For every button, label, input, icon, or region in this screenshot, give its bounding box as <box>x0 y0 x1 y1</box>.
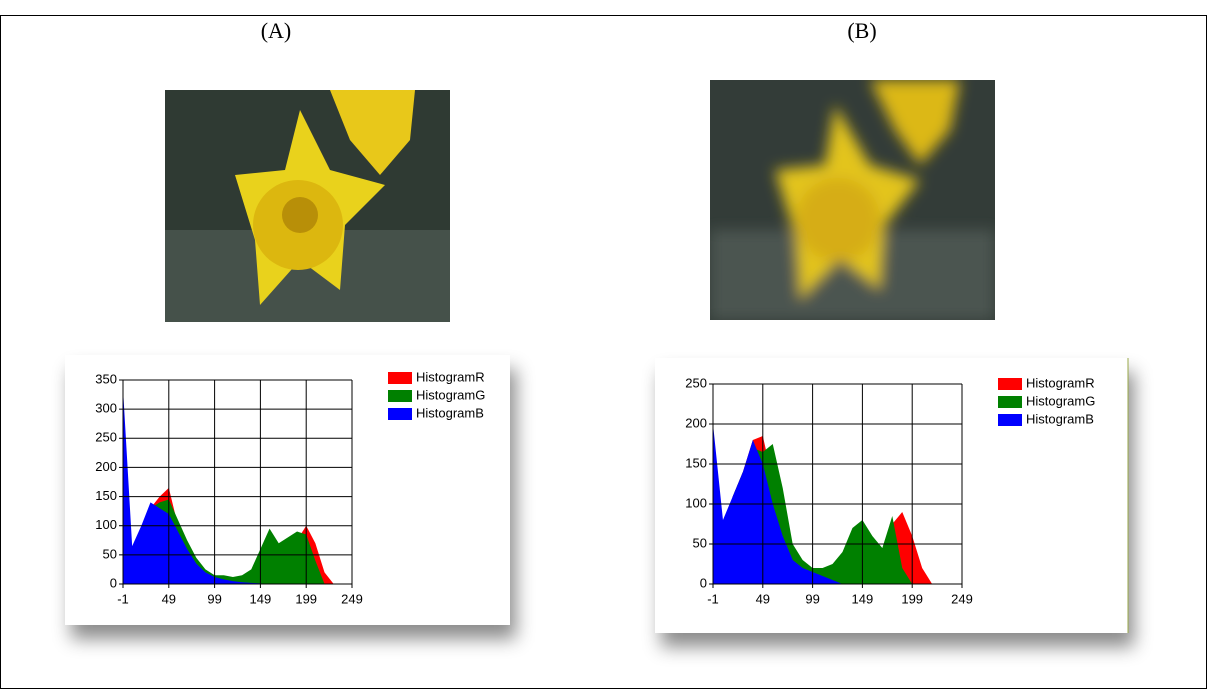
x-tick-label: 199 <box>295 591 317 606</box>
x-tick-label: 199 <box>901 591 923 606</box>
legend-label: HistogramG <box>416 387 485 402</box>
area <box>123 388 352 584</box>
y-tick-label: 250 <box>685 375 707 390</box>
y-tick-label: 50 <box>693 535 707 550</box>
x-tick-label: 49 <box>162 591 176 606</box>
y-tick-label: 100 <box>95 517 117 532</box>
legend-swatch <box>998 414 1022 426</box>
legend-swatch <box>388 372 412 384</box>
x-tick-label: 249 <box>341 591 363 606</box>
legend-swatch <box>388 390 412 402</box>
y-tick-label: 350 <box>95 371 117 386</box>
x-tick-label: -1 <box>707 591 719 606</box>
legend-label: HistogramR <box>1026 375 1095 390</box>
x-tick-label: 49 <box>756 591 770 606</box>
y-tick-label: 200 <box>685 415 707 430</box>
x-tick-label: 99 <box>207 591 221 606</box>
y-tick-label: 50 <box>103 546 117 561</box>
panel-label: (A) <box>261 18 292 43</box>
photo-blurred <box>710 80 995 320</box>
photo <box>165 90 450 322</box>
y-tick-label: 100 <box>685 495 707 510</box>
x-tick-label: 99 <box>805 591 819 606</box>
x-tick-label: 149 <box>250 591 272 606</box>
x-tick-label: 249 <box>951 591 973 606</box>
y-tick-label: 150 <box>685 455 707 470</box>
legend-label: HistogramB <box>1026 411 1094 426</box>
x-tick-label: -1 <box>117 591 129 606</box>
y-tick-label: 200 <box>95 459 117 474</box>
legend-swatch <box>998 396 1022 408</box>
y-tick-label: 0 <box>700 575 707 590</box>
legend-label: HistogramG <box>1026 393 1095 408</box>
y-tick-label: 250 <box>95 430 117 445</box>
y-tick-label: 300 <box>95 401 117 416</box>
x-tick-label: 149 <box>852 591 874 606</box>
y-tick-label: 0 <box>110 575 117 590</box>
legend-swatch <box>998 378 1022 390</box>
legend-swatch <box>388 408 412 420</box>
legend-label: HistogramR <box>416 369 485 384</box>
legend-label: HistogramB <box>416 405 484 420</box>
panel-label: (B) <box>847 18 876 43</box>
y-tick-label: 150 <box>95 488 117 503</box>
